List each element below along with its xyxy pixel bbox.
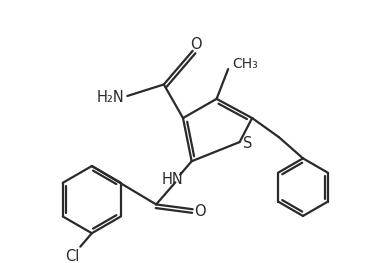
Text: S: S	[243, 136, 252, 151]
Text: H₂N: H₂N	[96, 90, 124, 105]
Text: O: O	[195, 204, 206, 219]
Text: Cl: Cl	[65, 249, 80, 263]
Text: HN: HN	[161, 172, 184, 187]
Text: CH₃: CH₃	[233, 57, 258, 71]
Text: O: O	[190, 37, 201, 52]
